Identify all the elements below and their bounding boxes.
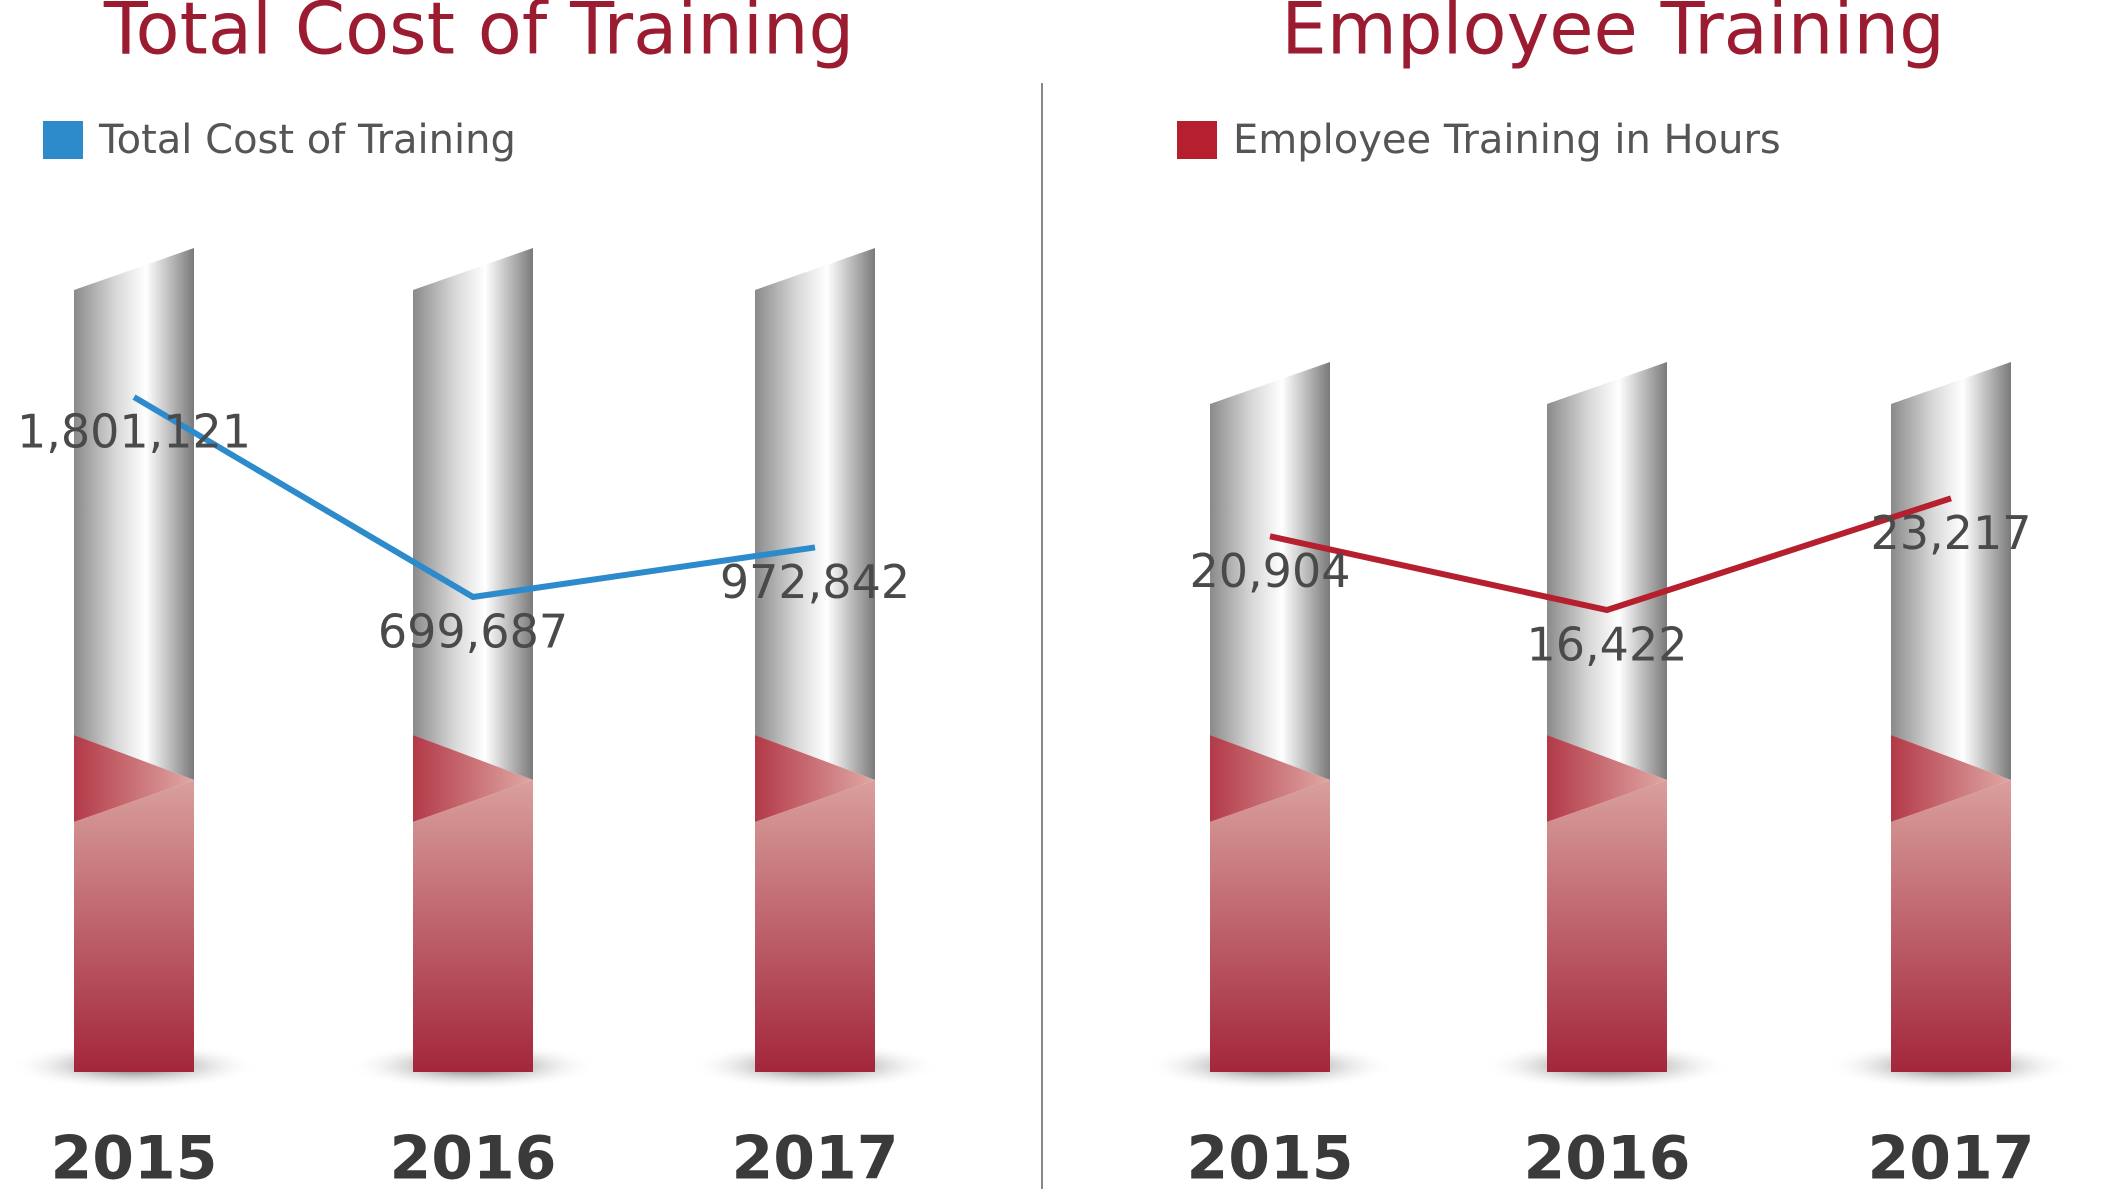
chart-title: Employee Training — [1281, 0, 1945, 71]
x-tick-label: 2016 — [390, 1124, 557, 1189]
pillar-base — [74, 780, 194, 1072]
data-label: 23,217 — [1871, 506, 2032, 560]
x-tick-label: 2017 — [1868, 1124, 2035, 1189]
pillar-top — [1891, 362, 2011, 780]
data-label: 972,842 — [720, 555, 910, 609]
pillar-base — [1210, 780, 1330, 1072]
pillar-base — [755, 780, 875, 1072]
pillar-cut — [1210, 735, 1330, 822]
line — [1269, 495, 1952, 614]
data-label: 699,687 — [378, 605, 568, 659]
x-tick-label: 2017 — [732, 1124, 899, 1189]
legend-swatch — [1177, 121, 1217, 159]
data-label: 20,904 — [1190, 544, 1351, 598]
pillar-cut — [755, 735, 875, 822]
pillar-cut — [1547, 735, 1667, 822]
data-label: 16,422 — [1527, 618, 1688, 672]
legend-swatch — [43, 121, 83, 159]
x-tick-label: 2015 — [51, 1124, 218, 1189]
pillar-base — [413, 780, 533, 1072]
x-tick-label: 2016 — [1524, 1124, 1691, 1189]
x-tick-label: 2015 — [1187, 1124, 1354, 1189]
pillar-top — [74, 248, 194, 780]
pillar-cut — [413, 735, 533, 822]
pillar-cut — [74, 735, 194, 822]
pillar-top — [413, 248, 533, 780]
pillar-top — [1547, 362, 1667, 780]
line — [132, 394, 816, 601]
chart-title: Total Cost of Training — [103, 0, 854, 71]
pillar-top — [755, 248, 875, 780]
pillar-base — [1891, 780, 2011, 1072]
legend-label: Total Cost of Training — [98, 117, 516, 163]
pillar-top — [1210, 362, 1330, 780]
legend-label: Employee Training in Hours — [1233, 117, 1781, 163]
data-label: 1,801,121 — [17, 405, 251, 459]
pillar-base — [1547, 780, 1667, 1072]
pillar-cut — [1891, 735, 2011, 822]
